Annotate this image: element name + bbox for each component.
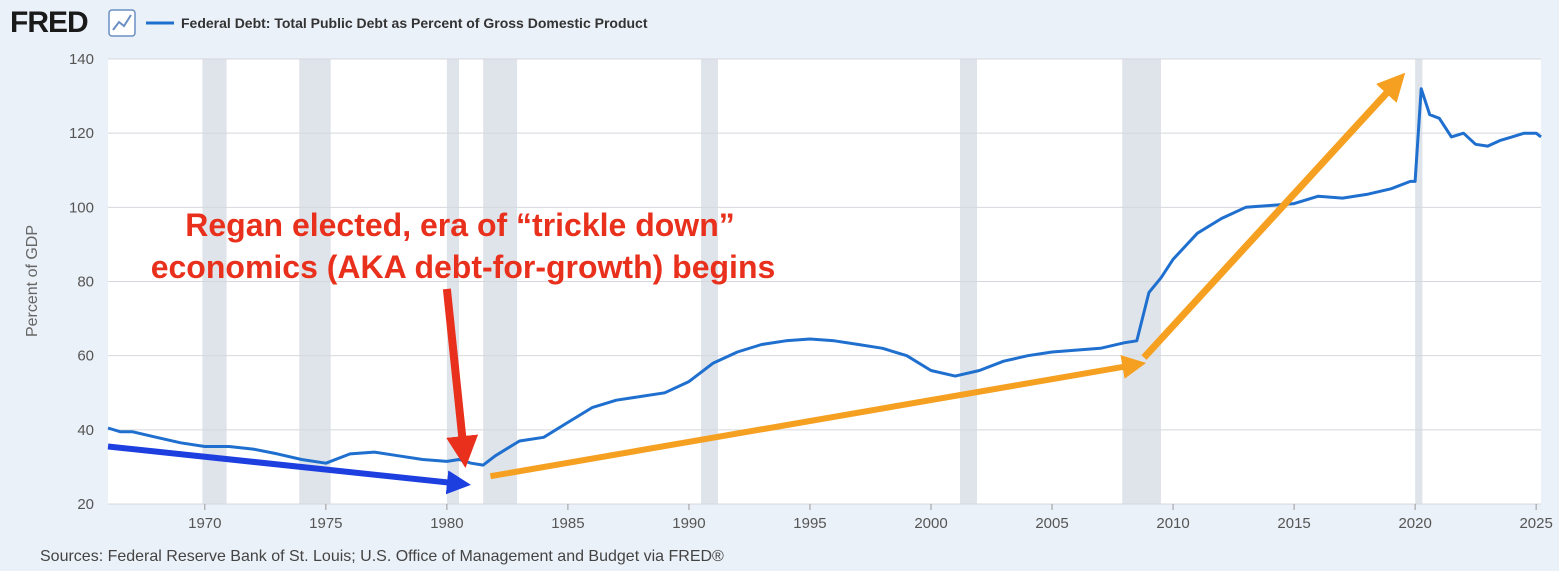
chart: Federal Debt: Total Public Debt as Perce… <box>24 9 1553 532</box>
y-tick-label: 140 <box>69 51 94 68</box>
gridlines <box>108 58 1541 505</box>
x-tick-label: 1985 <box>551 515 584 532</box>
y-tick-label: 80 <box>77 274 94 291</box>
source-note: Sources: Federal Reserve Bank of St. Lou… <box>40 548 724 565</box>
y-tick-labels: 20 40 60 80 100 120 140 <box>69 51 94 513</box>
y-tick-label: 60 <box>77 348 94 365</box>
series-line <box>107 87 1542 467</box>
x-tick-label: 2020 <box>1398 515 1431 532</box>
y-tick-label: 20 <box>77 496 94 513</box>
x-tick-label: 2005 <box>1035 515 1068 532</box>
x-tick-labels: 1970 1975 1980 1985 1990 1995 2000 2005 2010 2015… <box>188 504 1553 532</box>
blue-arrow <box>107 443 471 495</box>
y-axis-label: Percent of GDP <box>24 225 41 337</box>
annotation-line-1: Regan elected, era of “trickle down” <box>185 207 734 243</box>
x-tick-label: 1975 <box>309 515 342 532</box>
x-tick-label: 2015 <box>1277 515 1310 532</box>
y-tick-label: 100 <box>69 199 94 216</box>
fred-logo[interactable]: FRED <box>10 6 89 39</box>
red-arrow <box>442 288 479 468</box>
legend-label: Federal Debt: Total Public Debt as Perce… <box>181 15 648 31</box>
x-tick-label: 2000 <box>914 515 947 532</box>
orange-arrow-2 <box>1141 72 1406 360</box>
orange-arrow-1 <box>489 355 1147 480</box>
x-tick-label: 1980 <box>430 515 463 532</box>
chart-icon[interactable] <box>108 9 136 37</box>
x-tick-label: 1995 <box>793 515 826 532</box>
x-tick-label: 2010 <box>1156 515 1189 532</box>
x-tick-label: 1990 <box>672 515 705 532</box>
x-tick-label: 2025 <box>1519 515 1552 532</box>
y-tick-label: 120 <box>69 125 94 142</box>
arrows <box>107 72 1406 495</box>
y-tick-label: 40 <box>77 422 94 439</box>
x-tick-label: 1970 <box>188 515 221 532</box>
annotation-line-2: economics (AKA debt-for-growth) begins <box>151 249 776 285</box>
